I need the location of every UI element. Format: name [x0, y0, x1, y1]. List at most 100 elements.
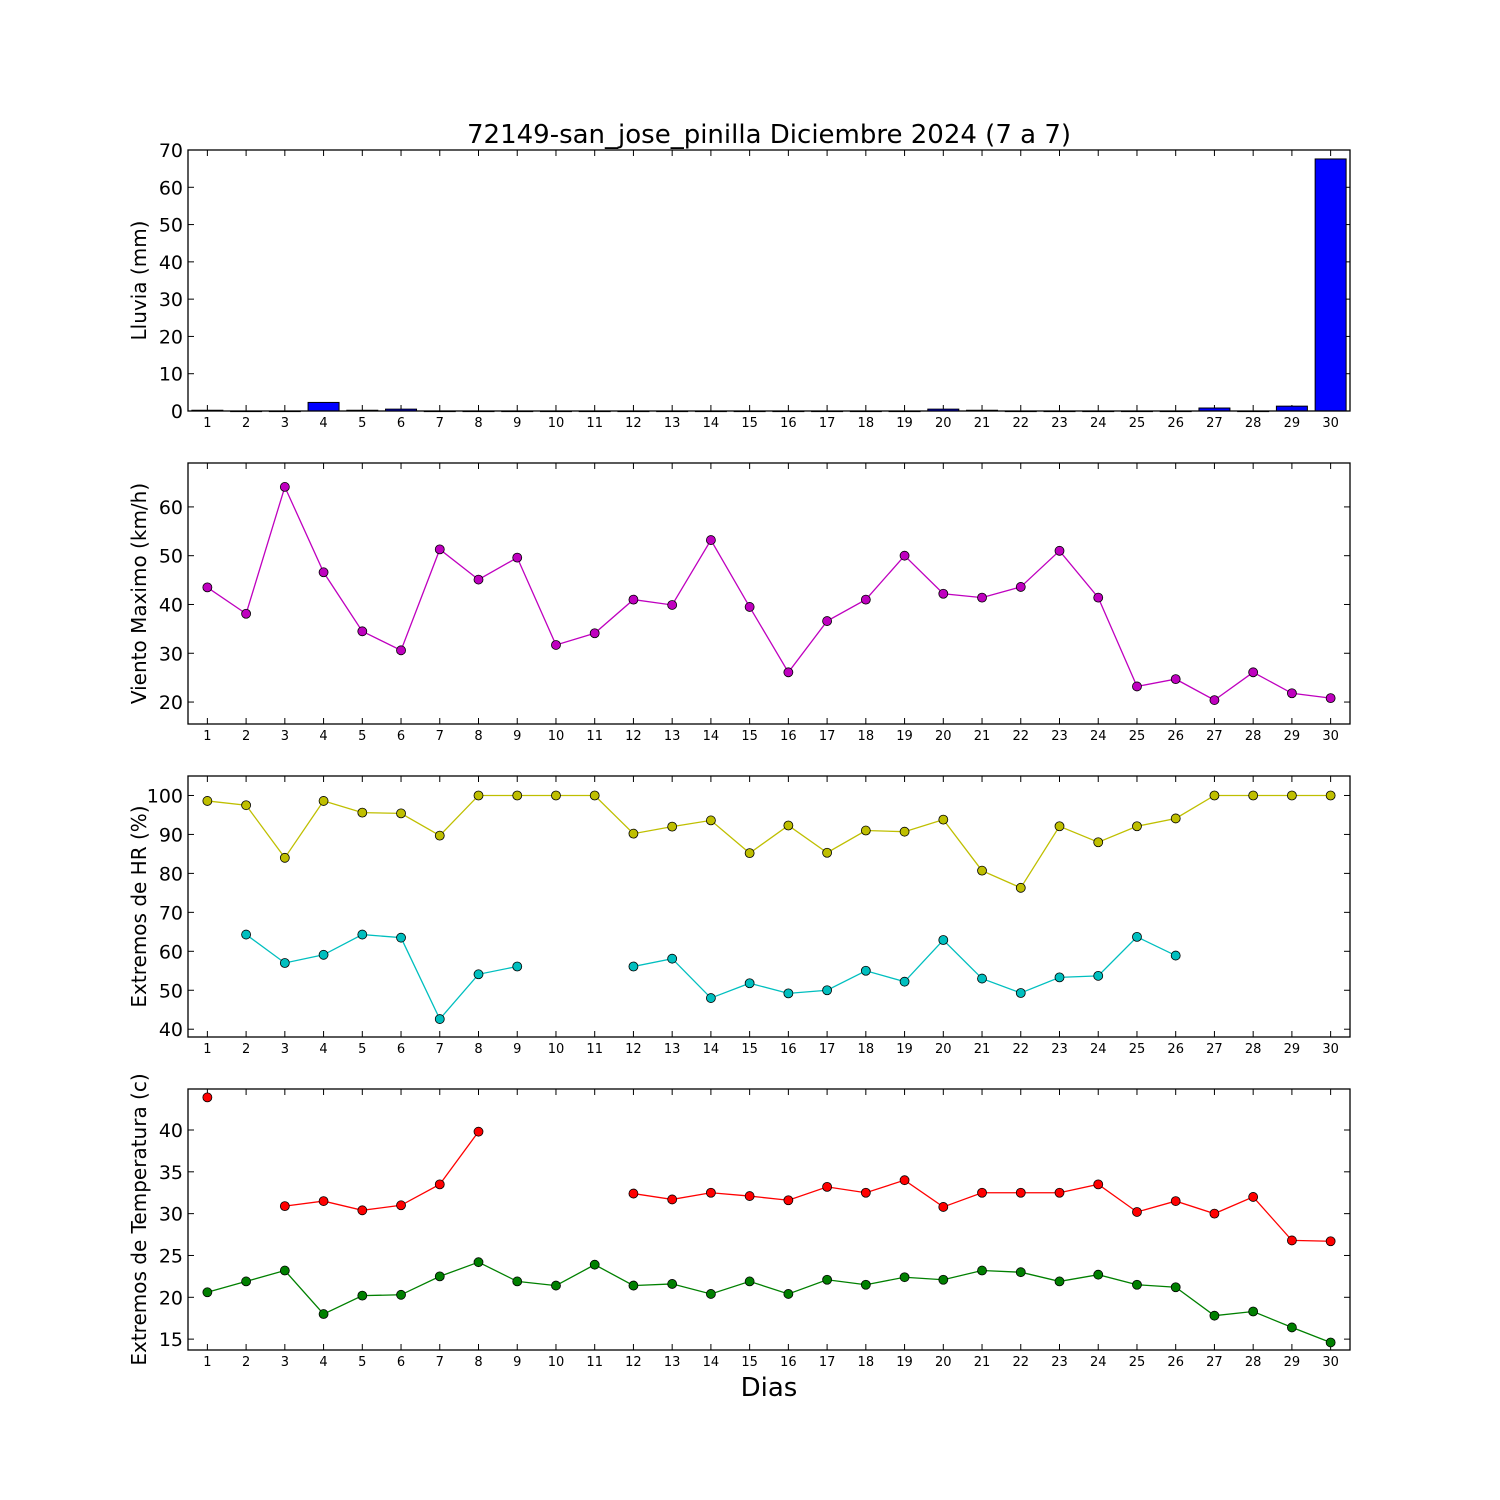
series-2-point-day-23	[1054, 972, 1065, 983]
series-1-point-day-5	[357, 1205, 368, 1216]
series-1-point-day-25	[1132, 821, 1142, 832]
x-tick-label: 28	[1245, 1355, 1262, 1370]
series-2-point-day-16	[783, 1289, 794, 1299]
series-1-point-day-28	[1248, 790, 1259, 801]
y-tick-label: 40	[159, 594, 183, 616]
x-tick-label: 24	[1090, 729, 1107, 744]
series-1-point-day-27	[1209, 790, 1220, 801]
series-1-point-day-8	[473, 1126, 484, 1137]
series-1-point-day-29	[1287, 790, 1297, 801]
series-1-point-day-14	[706, 535, 716, 545]
series-2-point-day-30	[1325, 1337, 1336, 1348]
series-1-point-day-19	[899, 826, 910, 837]
x-tick-label: 2	[242, 729, 250, 744]
series-1-point-day-27	[1209, 695, 1220, 705]
x-tick-label: 26	[1167, 416, 1184, 431]
y-tick-label: 80	[159, 863, 183, 885]
x-tick-label: 6	[397, 729, 405, 744]
x-tick-label: 21	[974, 416, 991, 431]
x-tick-label: 27	[1206, 729, 1223, 744]
x-tick-label: 14	[703, 1355, 720, 1370]
x-tick-label: 4	[319, 1355, 327, 1370]
series-2-point-day-10	[551, 1280, 561, 1291]
series-2-point-day-9	[512, 961, 523, 972]
x-tick-label: 11	[586, 1042, 603, 1057]
x-tick-label: 30	[1322, 729, 1339, 744]
series-1-point-day-21	[977, 592, 987, 603]
y-tick-label: 60	[159, 497, 183, 519]
x-tick-label: 1	[203, 729, 211, 744]
series-2-point-day-29	[1287, 1322, 1297, 1333]
series-2-point-day-28	[1248, 1306, 1259, 1317]
series-1-point-day-4	[318, 1196, 329, 1206]
series-2-point-day-12	[628, 961, 639, 972]
series-1-point-day-6	[396, 808, 406, 819]
series-1-point-day-1	[202, 1092, 213, 1103]
series-1-point-day-30	[1325, 790, 1336, 801]
series-1-point-day-1	[202, 582, 213, 593]
series-2-point-day-8	[473, 1257, 484, 1268]
x-tick-label: 12	[625, 1355, 642, 1370]
x-tick-label: 3	[281, 1042, 289, 1057]
y-tick-label: 40	[159, 1120, 183, 1142]
series-1-point-day-5	[357, 807, 368, 818]
bar-day-29	[1275, 405, 1308, 412]
y-tick-label: 20	[159, 326, 183, 348]
x-tick-label: 6	[397, 1355, 405, 1370]
series-1-point-day-12	[628, 1188, 639, 1199]
x-tick-label: 3	[281, 416, 289, 431]
y-tick-label: 15	[159, 1329, 183, 1351]
series-1-point-day-10	[551, 790, 561, 801]
series-1-point-day-7	[434, 544, 445, 555]
series-2-point-day-26	[1170, 950, 1181, 961]
series-1-point-day-17	[822, 1181, 832, 1192]
x-tick-label: 15	[741, 416, 758, 431]
x-tick-label: 21	[974, 1355, 991, 1370]
series-2-point-day-13	[667, 953, 678, 964]
x-tick-label: 27	[1206, 1042, 1223, 1057]
x-tick-label: 16	[780, 729, 797, 744]
x-tick-label: 9	[513, 729, 521, 744]
series-2-point-day-2	[241, 1276, 252, 1287]
series-1-point-day-12	[628, 594, 639, 605]
series-2-point-day-12	[628, 1280, 639, 1291]
series-1-point-day-12	[628, 828, 639, 839]
x-tick-label: 4	[319, 416, 327, 431]
x-tick-label: 12	[625, 729, 642, 744]
x-tick-label: 7	[436, 1355, 444, 1370]
x-tick-label: 15	[741, 729, 758, 744]
series-2-point-day-22	[1015, 988, 1026, 998]
x-tick-label: 7	[436, 416, 444, 431]
x-tick-label: 28	[1245, 416, 1262, 431]
series-2-point-day-19	[899, 1272, 910, 1283]
series-1-point-day-15	[744, 1191, 755, 1201]
x-tick-label: 30	[1322, 416, 1339, 431]
series-2-line	[633, 936, 1176, 999]
series-1-point-day-5	[357, 626, 368, 637]
y-tick-label: 30	[159, 289, 183, 311]
series-2-point-day-21	[977, 973, 987, 984]
x-tick-label: 13	[664, 729, 681, 744]
series-2-point-day-11	[589, 1259, 600, 1270]
series-1-point-day-29	[1287, 688, 1297, 699]
y-axis-label: Extremos de HR (%)	[127, 805, 151, 1007]
x-tick-label: 4	[319, 729, 327, 744]
x-tick-label: 17	[819, 729, 836, 744]
series-1-point-day-18	[860, 825, 871, 836]
series-1-point-day-27	[1209, 1208, 1220, 1219]
bar-day-30	[1314, 158, 1347, 412]
series-2-point-day-20	[938, 1274, 949, 1285]
x-tick-label: 25	[1129, 1355, 1146, 1370]
x-tick-label: 25	[1129, 416, 1146, 431]
series-1-point-day-18	[860, 594, 871, 605]
series-1-point-day-8	[473, 574, 484, 585]
series-1-point-day-26	[1170, 674, 1181, 685]
x-tick-label: 20	[935, 1042, 952, 1057]
series-2-point-day-13	[667, 1279, 678, 1289]
series-1-line	[284, 1131, 480, 1211]
y-tick-label: 0	[171, 401, 183, 423]
x-tick-label: 26	[1167, 729, 1184, 744]
